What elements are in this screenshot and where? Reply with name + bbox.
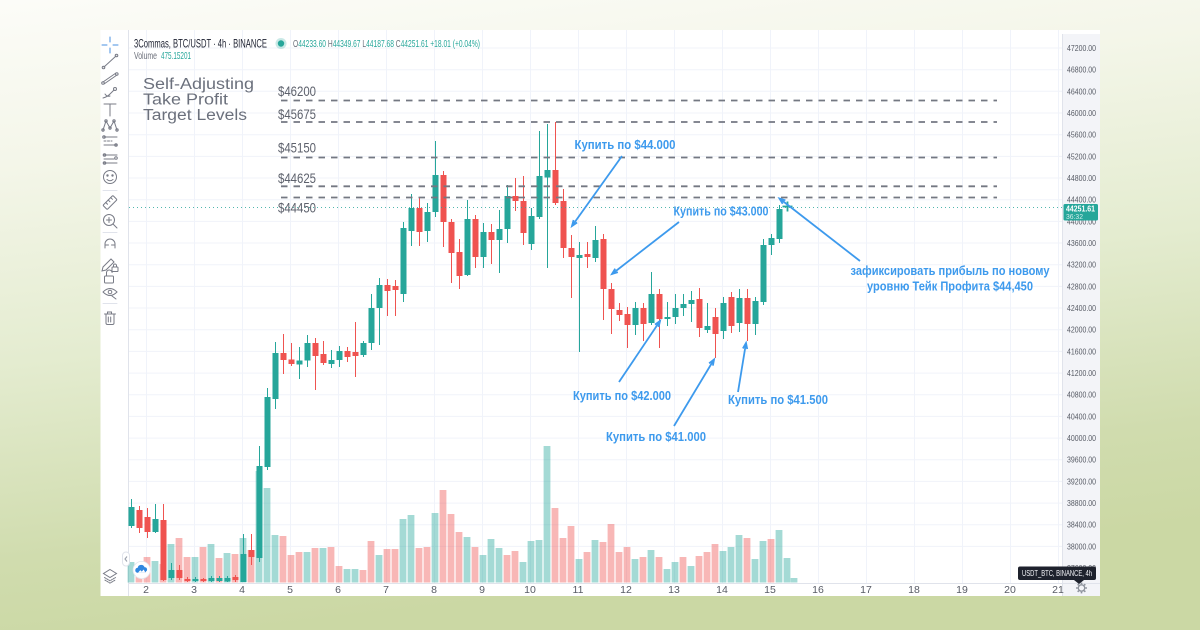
svg-text:15: 15 — [764, 584, 776, 596]
svg-text:$45150: $45150 — [278, 140, 316, 156]
svg-text:$44450: $44450 — [278, 200, 316, 216]
svg-text:41600.00: 41600.00 — [1067, 346, 1096, 356]
svg-text:44800.00: 44800.00 — [1067, 173, 1096, 183]
svg-text:14: 14 — [716, 584, 728, 596]
svg-text:6: 6 — [335, 584, 341, 596]
svg-text:O44233.60 H44349.67 L44187.68: O44233.60 H44349.67 L44187.68 C44251.61 … — [293, 38, 480, 50]
svg-text:8: 8 — [431, 584, 437, 596]
svg-text:40000.00: 40000.00 — [1067, 433, 1096, 443]
svg-text:уровню Тейк Профита $44,450: уровню Тейк Профита $44,450 — [867, 279, 1033, 294]
svg-text:38000.00: 38000.00 — [1067, 541, 1096, 551]
svg-text:38400.00: 38400.00 — [1067, 520, 1096, 530]
svg-text:40800.00: 40800.00 — [1067, 390, 1096, 400]
svg-text:18: 18 — [908, 584, 920, 596]
svg-text:46400.00: 46400.00 — [1067, 86, 1096, 96]
svg-text:Купить по $41.000: Купить по $41.000 — [606, 429, 706, 444]
svg-text:12: 12 — [620, 584, 632, 596]
svg-text:42400.00: 42400.00 — [1067, 303, 1096, 313]
svg-text:10: 10 — [524, 584, 536, 596]
svg-text:44400.00: 44400.00 — [1067, 195, 1096, 205]
svg-text:41200.00: 41200.00 — [1067, 368, 1096, 378]
svg-text:2: 2 — [143, 584, 149, 596]
svg-text:45200.00: 45200.00 — [1067, 151, 1096, 161]
svg-text:46800.00: 46800.00 — [1067, 65, 1096, 75]
svg-text:45600.00: 45600.00 — [1067, 130, 1096, 140]
svg-text:42800.00: 42800.00 — [1067, 281, 1096, 291]
svg-text:47200.00: 47200.00 — [1067, 43, 1096, 53]
svg-text:3: 3 — [191, 584, 197, 596]
svg-text:3Commas, BTC/USDT · 4h · BINAN: 3Commas, BTC/USDT · 4h · BINANCE — [134, 37, 267, 51]
svg-text:39600.00: 39600.00 — [1067, 455, 1096, 465]
svg-text:21: 21 — [1052, 584, 1064, 596]
svg-text:40400.00: 40400.00 — [1067, 411, 1096, 421]
svg-text:43200.00: 43200.00 — [1067, 260, 1096, 270]
svg-text:9: 9 — [479, 584, 485, 596]
svg-text:36:32: 36:32 — [1066, 212, 1083, 221]
svg-text:46000.00: 46000.00 — [1067, 108, 1096, 118]
svg-text:4: 4 — [239, 584, 245, 596]
svg-text:13: 13 — [668, 584, 680, 596]
svg-text:Volume: Volume — [134, 50, 157, 62]
svg-text:20: 20 — [1004, 584, 1016, 596]
svg-text:$44625: $44625 — [278, 170, 316, 186]
svg-text:42000.00: 42000.00 — [1067, 325, 1096, 335]
svg-text:43600.00: 43600.00 — [1067, 238, 1096, 248]
svg-text:44251.61: 44251.61 — [1066, 204, 1095, 214]
svg-text:Self-Adjusting: Self-Adjusting — [143, 76, 254, 93]
svg-text:7: 7 — [383, 584, 389, 596]
svg-text:38800.00: 38800.00 — [1067, 498, 1096, 508]
svg-text:USDT_BTC, BINANCE, 4h: USDT_BTC, BINANCE, 4h — [1022, 569, 1092, 578]
svg-text:19: 19 — [956, 584, 968, 596]
svg-text:17: 17 — [860, 584, 872, 596]
svg-text:44000.00: 44000.00 — [1067, 216, 1096, 226]
svg-text:11: 11 — [573, 584, 584, 596]
svg-text:$46200: $46200 — [278, 83, 316, 99]
svg-text:Купить по $43.000: Купить по $43.000 — [674, 204, 769, 219]
svg-text:475.15201: 475.15201 — [161, 50, 191, 62]
svg-text:$45675: $45675 — [278, 106, 316, 122]
svg-text:39200.00: 39200.00 — [1067, 476, 1096, 486]
svg-text:Купить по $42.000: Купить по $42.000 — [573, 388, 671, 403]
svg-text:16: 16 — [812, 584, 824, 596]
svg-text:Купить по $44.000: Купить по $44.000 — [575, 137, 676, 152]
svg-text:5: 5 — [287, 584, 293, 596]
svg-text:Take Profit: Take Profit — [143, 92, 229, 109]
svg-text:Купить по $41.500: Купить по $41.500 — [728, 392, 828, 407]
svg-text:зафиксировать прибыль по новом: зафиксировать прибыль по новому — [851, 263, 1051, 278]
svg-text:Target Levels: Target Levels — [143, 107, 247, 124]
